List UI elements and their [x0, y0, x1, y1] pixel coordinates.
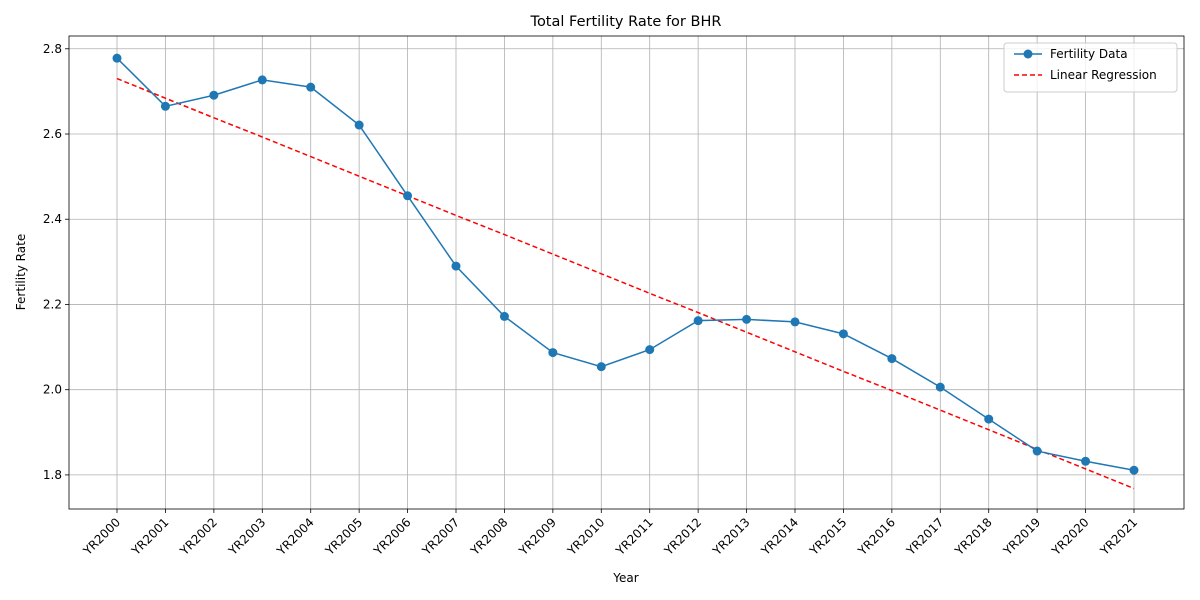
fertility-point [548, 348, 558, 358]
fertility-point [596, 362, 606, 372]
x-tick-label: YR2010 [564, 515, 607, 558]
fertility-point [257, 75, 267, 85]
grid [69, 36, 1184, 509]
legend-marker-fertility [1023, 49, 1033, 59]
x-tick-label: YR2018 [952, 515, 995, 558]
x-tick-label: YR2011 [613, 515, 656, 558]
plot-area [69, 36, 1184, 509]
fertility-point [838, 329, 848, 339]
x-tick-label: YR2008 [467, 515, 510, 558]
fertility-point [1032, 446, 1042, 456]
fertility-point [935, 382, 945, 392]
y-tick-label: 2.6 [43, 127, 62, 141]
regression-line [116, 77, 1135, 490]
fertility-point [451, 261, 461, 271]
x-tick-label: YR2014 [758, 515, 801, 558]
legend-box [1003, 42, 1178, 93]
x-tick-label: YR2007 [419, 515, 462, 558]
legend-label-fertility: Fertility Data [1050, 47, 1128, 61]
y-axis-label: Fertility Rate [14, 234, 28, 310]
legend: Fertility Data Linear Regression [1003, 42, 1178, 93]
x-tick-label: YR2016 [855, 515, 898, 558]
fertility-point [1081, 456, 1091, 466]
y-tick-label: 2.4 [43, 212, 62, 226]
fertility-point [645, 345, 655, 355]
x-tick-label: YR2009 [516, 515, 559, 558]
plot-frame [68, 35, 1185, 510]
fertility-point [790, 317, 800, 327]
y-tick-label: 1.8 [43, 468, 62, 482]
x-axis: YR2000 YR2001 YR2002 YR2003 YR2004 YR2005 YR20… [80, 509, 1140, 559]
x-tick-label: YR2021 [1097, 515, 1140, 558]
fertility-point [160, 101, 170, 111]
y-tick-label: 2.0 [43, 383, 62, 397]
fertility-point [742, 314, 752, 324]
x-tick-label: YR2017 [903, 515, 946, 558]
fertility-point [1129, 465, 1139, 475]
x-tick-label: YR2003 [225, 515, 268, 558]
fertility-point [984, 414, 994, 424]
x-tick-label: YR2013 [709, 515, 752, 558]
x-axis-label: Year [612, 571, 638, 585]
x-tick-label: YR2006 [370, 515, 413, 558]
fertility-point [499, 311, 509, 321]
x-tick-label: YR2000 [80, 515, 123, 558]
y-tick-label: 2.2 [43, 297, 62, 311]
x-tick-label: YR2005 [322, 515, 365, 558]
legend-label-regression: Linear Regression [1050, 68, 1157, 82]
fertility-point [354, 120, 364, 130]
x-tick-label: YR2002 [177, 515, 220, 558]
x-tick-label: YR2020 [1048, 515, 1091, 558]
fertility-point [403, 191, 413, 201]
fertility-point [887, 354, 897, 364]
fertility-point [209, 90, 219, 100]
series-layer [112, 53, 1139, 490]
chart-title: Total Fertility Rate for BHR [530, 14, 722, 30]
x-tick-label: YR2012 [661, 515, 704, 558]
fertility-line [116, 57, 1135, 471]
y-tick-label: 2.8 [43, 42, 62, 56]
x-tick-label: YR2019 [1000, 515, 1043, 558]
y-axis: 1.8 2.0 2.2 2.4 2.6 2.8 [43, 42, 69, 482]
fertility-point [112, 53, 122, 63]
x-tick-label: YR2015 [806, 515, 849, 558]
fertility-point [693, 316, 703, 326]
fertility-point [306, 82, 316, 92]
x-tick-label: YR2001 [128, 515, 171, 558]
x-tick-label: YR2004 [274, 515, 317, 558]
